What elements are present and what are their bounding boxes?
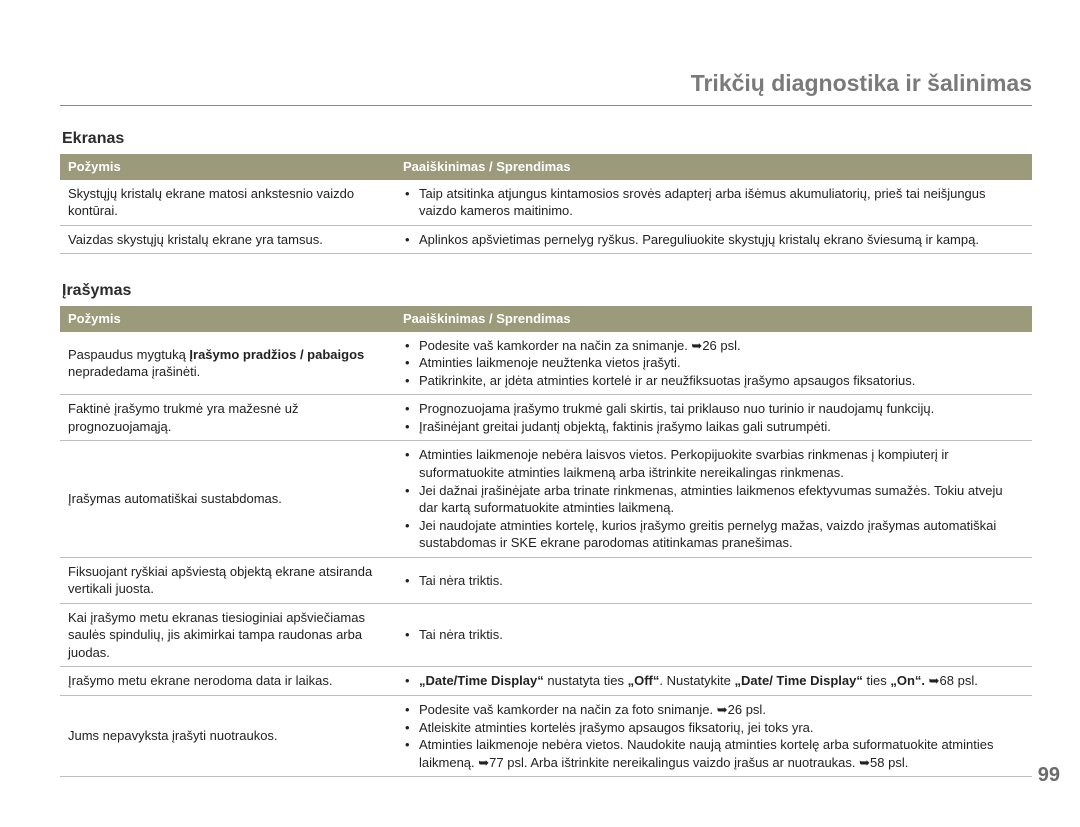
explanation-cell: Prognozuojama įrašymo trukmė gali skirti… — [395, 395, 1032, 441]
bullet-list: Podesite vaš kamkorder na način za foto … — [403, 701, 1024, 771]
bullet-list: Taip atsitinka atjungus kintamosios srov… — [403, 185, 1024, 220]
bullet-list: „Date/Time Display“ nustatyta ties „Off“… — [403, 672, 1024, 690]
symptom-cell: Skystųjų kristalų ekrane matosi ankstesn… — [60, 180, 395, 226]
symptom-cell: Kai įrašymo metu ekranas tiesioginiai ap… — [60, 603, 395, 667]
bullet-list: Tai nėra triktis. — [403, 572, 1024, 590]
table-row: Faktinė įrašymo trukmė yra mažesnė už pr… — [60, 395, 1032, 441]
table-row: Jums nepavyksta įrašyti nuotraukos. Podes… — [60, 696, 1032, 777]
table-row: Kai įrašymo metu ekranas tiesioginiai ap… — [60, 603, 1032, 667]
bullet-list: Podesite vaš kamkorder na način za snima… — [403, 337, 1024, 390]
bullet-item: Aplinkos apšvietimas pernelyg ryškus. Pa… — [403, 231, 1024, 249]
bullet-item: Atminties laikmenoje nebėra vietos. Naud… — [403, 736, 1024, 771]
bullet-list: Aplinkos apšvietimas pernelyg ryškus. Pa… — [403, 231, 1024, 249]
bullet-item: Įrašinėjant greitai judantį objektą, fak… — [403, 418, 1024, 436]
symptom-cell: Paspaudus mygtuką Įrašymo pradžios / pab… — [60, 332, 395, 395]
bullet-item: Podesite vaš kamkorder na način za snima… — [403, 337, 1024, 355]
bullet-item: „Date/Time Display“ nustatyta ties „Off“… — [403, 672, 1024, 690]
symptom-cell: Įrašymo metu ekrane nerodoma data ir lai… — [60, 667, 395, 696]
page-root: Trikčių diagnostika ir šalinimas Ekranas… — [0, 0, 1080, 827]
explanation-cell: Taip atsitinka atjungus kintamosios srov… — [395, 180, 1032, 226]
column-header-explanation: Paaiškinimas / Sprendimas — [395, 154, 1032, 180]
column-header-symptom: Požymis — [60, 306, 395, 332]
troubleshooting-table: PožymisPaaiškinimas / SprendimasPaspaudu… — [60, 306, 1032, 777]
symptom-cell: Jums nepavyksta įrašyti nuotraukos. — [60, 696, 395, 777]
bullet-item: Prognozuojama įrašymo trukmė gali skirti… — [403, 400, 1024, 418]
column-header-explanation: Paaiškinimas / Sprendimas — [395, 306, 1032, 332]
bullet-item: Patikrinkite, ar įdėta atminties kortelė… — [403, 372, 1024, 390]
explanation-cell: Tai nėra triktis. — [395, 603, 1032, 667]
symptom-cell: Fiksuojant ryškiai apšviestą objektą ekr… — [60, 557, 395, 603]
chapter-title: Trikčių diagnostika ir šalinimas — [60, 70, 1032, 105]
divider — [60, 105, 1032, 106]
explanation-cell: Atminties laikmenoje nebėra laisvos viet… — [395, 441, 1032, 557]
symptom-cell: Vaizdas skystųjų kristalų ekrane yra tam… — [60, 225, 395, 254]
section-heading: Ekranas — [62, 130, 1032, 148]
table-row: Įrašymo metu ekrane nerodoma data ir lai… — [60, 667, 1032, 696]
bullet-item: Podesite vaš kamkorder na način za foto … — [403, 701, 1024, 719]
section-heading: Įrašymas — [62, 282, 1032, 300]
bullet-list: Tai nėra triktis. — [403, 626, 1024, 644]
explanation-cell: Podesite vaš kamkorder na način za snima… — [395, 332, 1032, 395]
explanation-cell: „Date/Time Display“ nustatyta ties „Off“… — [395, 667, 1032, 696]
table-row: Vaizdas skystųjų kristalų ekrane yra tam… — [60, 225, 1032, 254]
symptom-cell: Įrašymas automatiškai sustabdomas. — [60, 441, 395, 557]
bullet-item: Tai nėra triktis. — [403, 572, 1024, 590]
bullet-item: Atminties laikmenoje nebėra laisvos viet… — [403, 446, 1024, 481]
page-number: 99 — [1038, 764, 1060, 787]
explanation-cell: Podesite vaš kamkorder na način za foto … — [395, 696, 1032, 777]
troubleshooting-table: PožymisPaaiškinimas / SprendimasSkystųjų… — [60, 154, 1032, 254]
bullet-item: Atminties laikmenoje neužtenka vietos įr… — [403, 354, 1024, 372]
bullet-list: Atminties laikmenoje nebėra laisvos viet… — [403, 446, 1024, 551]
table-row: Įrašymas automatiškai sustabdomas.Atmint… — [60, 441, 1032, 557]
bullet-item: Jei naudojate atminties kortelę, kurios … — [403, 517, 1024, 552]
bullet-item: Tai nėra triktis. — [403, 626, 1024, 644]
table-row: Paspaudus mygtuką Įrašymo pradžios / pab… — [60, 332, 1032, 395]
symptom-cell: Faktinė įrašymo trukmė yra mažesnė už pr… — [60, 395, 395, 441]
table-row: Fiksuojant ryškiai apšviestą objektą ekr… — [60, 557, 1032, 603]
bullet-item: Jei dažnai įrašinėjate arba trinate rink… — [403, 482, 1024, 517]
bullet-list: Prognozuojama įrašymo trukmė gali skirti… — [403, 400, 1024, 435]
table-row: Skystųjų kristalų ekrane matosi ankstesn… — [60, 180, 1032, 226]
column-header-symptom: Požymis — [60, 154, 395, 180]
explanation-cell: Tai nėra triktis. — [395, 557, 1032, 603]
explanation-cell: Aplinkos apšvietimas pernelyg ryškus. Pa… — [395, 225, 1032, 254]
bullet-item: Atleiskite atminties kortelės įrašymo ap… — [403, 719, 1024, 737]
bullet-item: Taip atsitinka atjungus kintamosios srov… — [403, 185, 1024, 220]
sections-container: EkranasPožymisPaaiškinimas / SprendimasS… — [60, 130, 1032, 795]
